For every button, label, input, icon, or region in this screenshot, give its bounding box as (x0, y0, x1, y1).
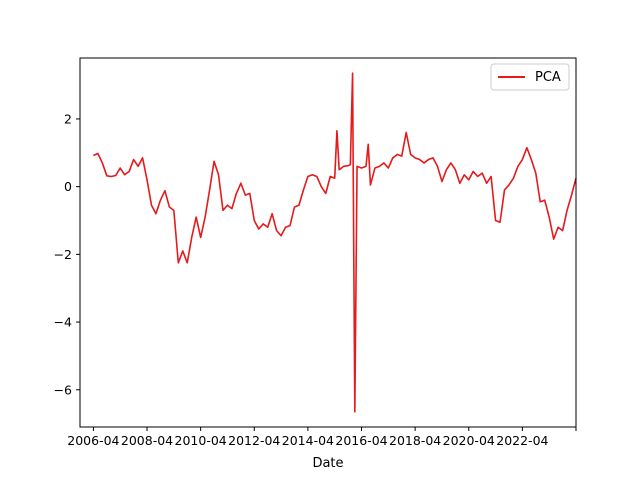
y-tick-label: −2 (54, 247, 72, 262)
y-axis-ticks: −6 −4 −2 0 2 (54, 111, 80, 397)
x-tick-label: 2016-04 (335, 433, 387, 448)
x-tick-label: 2022-04 (496, 433, 548, 448)
x-tick-label: 2018-04 (389, 433, 441, 448)
x-axis-label: Date (312, 456, 343, 471)
legend-label-pca: PCA (535, 70, 561, 85)
y-tick-label: 2 (64, 111, 72, 126)
x-tick-label: 2010-04 (175, 433, 227, 448)
x-axis-ticks: 2006-04 2008-04 2010-04 2012-04 2014-04 2016-… (67, 427, 577, 448)
x-tick-label: 2008-04 (121, 433, 173, 448)
legend-box (490, 63, 570, 91)
x-tick-label: 2006-04 (67, 433, 119, 448)
y-tick-label: 0 (64, 179, 72, 194)
plot-area (80, 58, 576, 427)
series-layer (93, 72, 577, 413)
series-line-pca (93, 72, 577, 413)
x-tick-label: 2012-04 (228, 433, 280, 448)
legend: PCA (490, 63, 570, 91)
x-tick-label: 2014-04 (282, 433, 334, 448)
y-tick-label: −4 (54, 315, 72, 330)
x-tick-label: 2020-04 (443, 433, 495, 448)
plot-frame (79, 57, 577, 428)
y-tick-label: −6 (54, 382, 72, 397)
